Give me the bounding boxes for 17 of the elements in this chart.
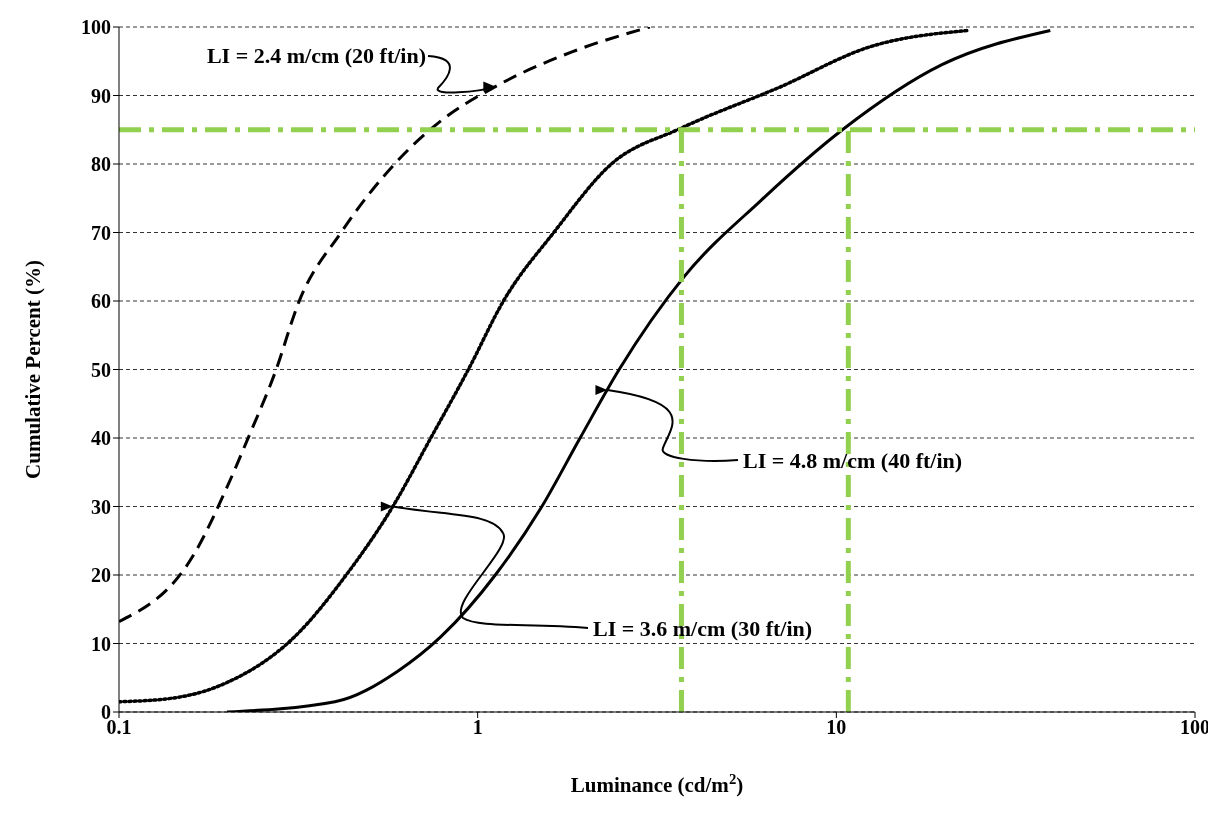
y-tick-label: 70 (91, 221, 111, 244)
x-axis-title: Luminance (cd/m$^{2}$) (570, 771, 744, 797)
annotation: LI = 4.8 m/cm (40 ft/in) (743, 448, 963, 473)
y-tick-label: 20 (91, 564, 111, 587)
x-tick-label: 10 (826, 716, 847, 739)
annotation: LI = 2.4 m/cm (20 ft/in) (206, 43, 426, 68)
y-tick-label: 50 (91, 358, 111, 381)
y-axis-title: Cumulative Percent (%) (21, 260, 45, 479)
x-tick-label: 1 (472, 716, 483, 739)
y-tick-label: 80 (91, 153, 111, 176)
y-tick-label: 40 (91, 427, 111, 450)
annotation: LI = 3.6 m/cm (30 ft/in) (593, 616, 813, 641)
y-tick-label: 90 (91, 84, 111, 107)
y-tick-label: 30 (91, 495, 111, 518)
y-tick-label: 60 (91, 290, 111, 313)
y-tick-label: 10 (91, 632, 111, 655)
y-tick-label: 100 (81, 16, 111, 39)
